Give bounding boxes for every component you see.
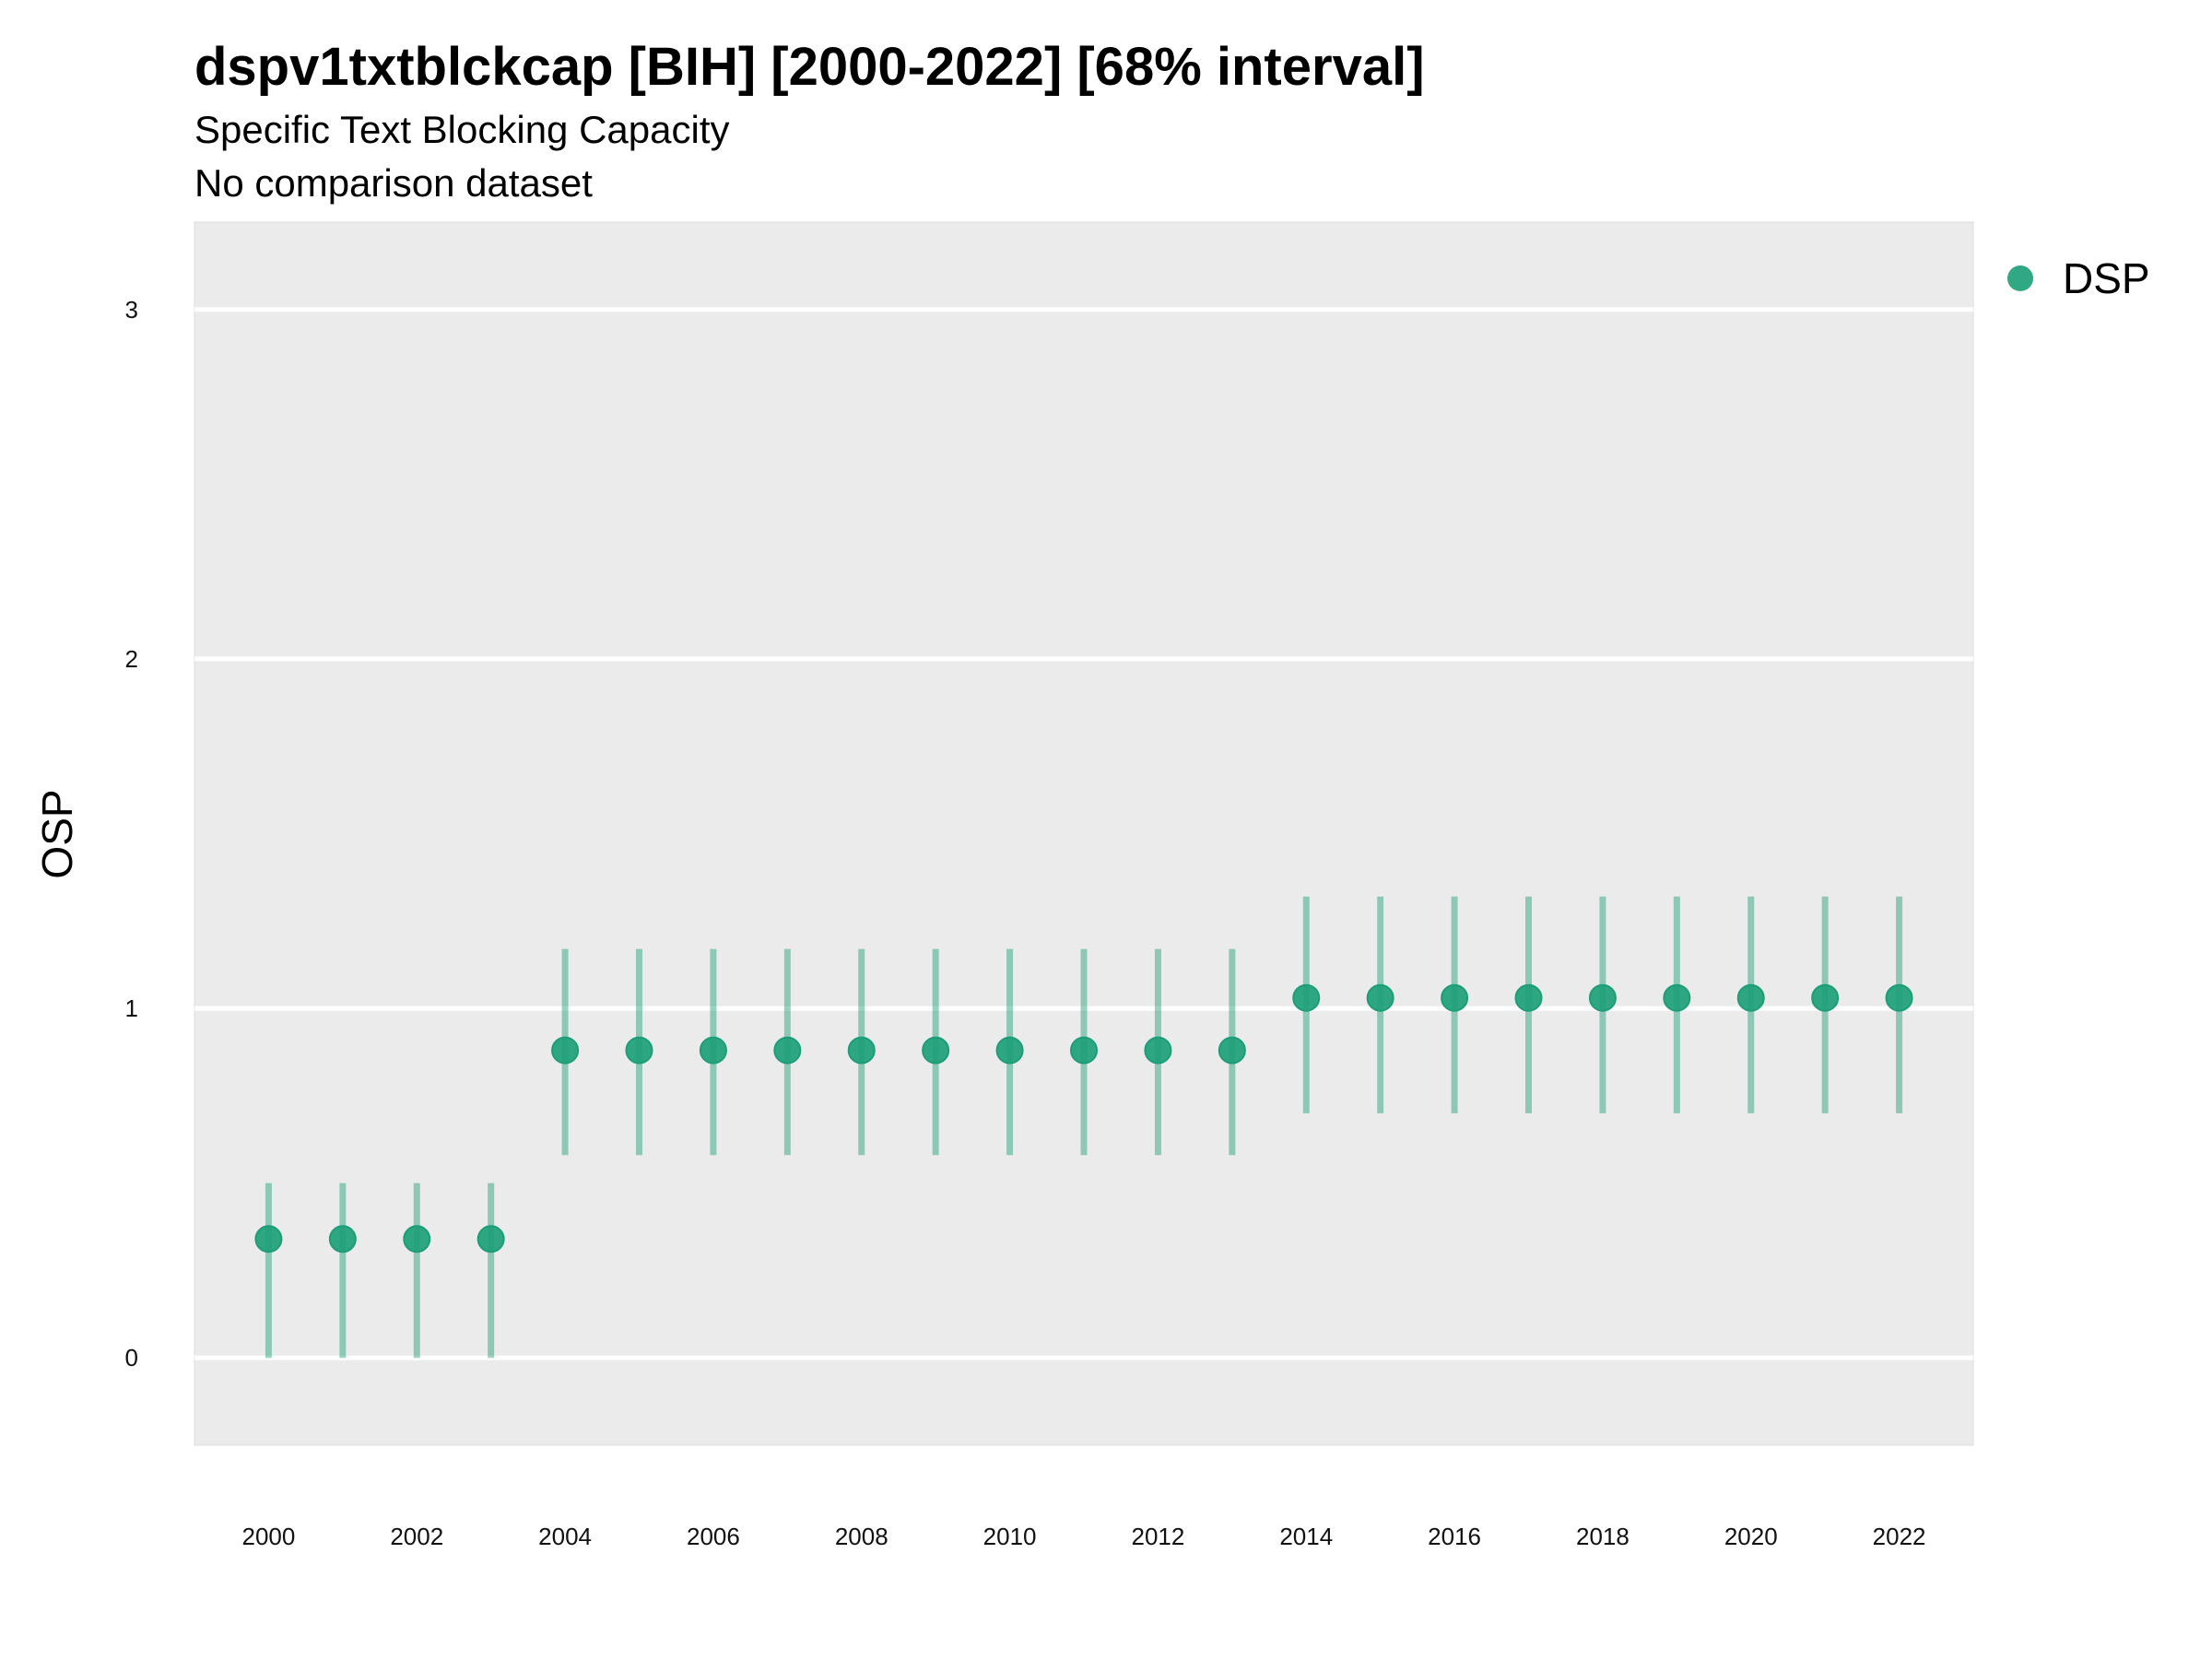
data-points (254, 983, 1913, 1253)
y-tick-label: 3 (125, 296, 138, 324)
x-tick-label: 2000 (241, 1523, 295, 1550)
x-tick-label: 2002 (390, 1523, 443, 1550)
data-point (1070, 1036, 1098, 1065)
data-point (625, 1036, 653, 1065)
data-point (1811, 983, 1840, 1012)
data-point (1366, 983, 1394, 1012)
data-point (1441, 983, 1469, 1012)
legend-dsp-label: DSP (2063, 254, 2150, 302)
legend: DSP (2007, 254, 2150, 302)
data-point (1736, 983, 1765, 1012)
data-point (254, 1225, 283, 1253)
x-tick-label: 2022 (1873, 1523, 1926, 1550)
data-point (1514, 983, 1543, 1012)
y-tick-label: 1 (125, 994, 138, 1022)
y-tick-label: 0 (125, 1344, 138, 1371)
data-point (328, 1225, 357, 1253)
chart-subtitle-line-1: Specific Text Blocking Capacity (194, 108, 730, 151)
x-tick-label: 2012 (1131, 1523, 1184, 1550)
data-point (1218, 1036, 1246, 1065)
x-tick-label: 2008 (835, 1523, 888, 1550)
y-tick-label: 2 (125, 645, 138, 673)
x-tick-label: 2018 (1576, 1523, 1630, 1550)
y-tick-labels: 0 1 2 3 (125, 296, 138, 1371)
data-point (847, 1036, 876, 1065)
x-tick-label: 2020 (1724, 1523, 1778, 1550)
data-point (551, 1036, 580, 1065)
data-point (995, 1036, 1024, 1065)
y-axis-label: OSP (33, 789, 81, 878)
x-tick-label: 2010 (983, 1523, 1037, 1550)
data-point (1663, 983, 1691, 1012)
data-point (1885, 983, 1913, 1012)
x-tick-label: 2006 (687, 1523, 740, 1550)
data-point (773, 1036, 802, 1065)
x-tick-labels: 2000 2002 2004 2006 2008 2010 2012 2014 2016 2018… (241, 1523, 1925, 1550)
data-point (1588, 983, 1617, 1012)
chart-title: dspv1txtblckcap [BIH] [2000-2022] [68% i… (194, 37, 1425, 97)
data-point (403, 1225, 431, 1253)
x-tick-label: 2014 (1279, 1523, 1333, 1550)
data-point (1292, 983, 1321, 1012)
data-point (922, 1036, 950, 1065)
x-tick-label: 2016 (1428, 1523, 1481, 1550)
plot-panel (194, 221, 1974, 1446)
data-point (477, 1225, 505, 1253)
data-point (699, 1036, 727, 1065)
chart-subtitle-line-2: No comparison dataset (194, 161, 593, 205)
legend-dsp-marker (2007, 265, 2033, 291)
data-point (1144, 1036, 1172, 1065)
x-tick-label: 2004 (538, 1523, 592, 1550)
